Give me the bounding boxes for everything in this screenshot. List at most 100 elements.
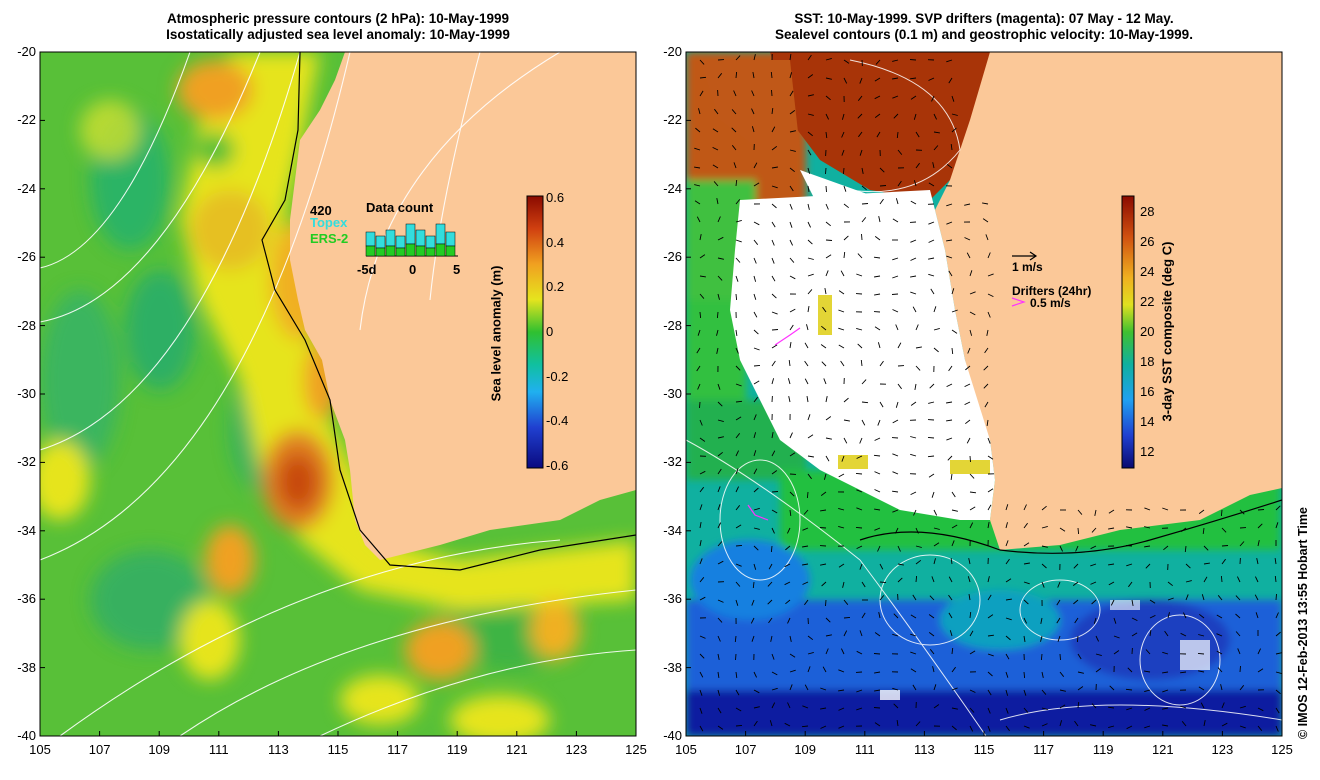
velocity-arrow (717, 671, 720, 678)
velocity-arrow (753, 706, 760, 709)
velocity-arrow (838, 525, 845, 529)
velocity-arrow (951, 647, 954, 655)
left-x-tick-label: 117 (387, 742, 408, 757)
left-map-title: Atmospheric pressure contours (2 hPa): 1… (40, 11, 636, 43)
velocity-arrow (951, 524, 958, 529)
velocity-arrow (717, 486, 721, 493)
velocity-arrow (823, 473, 827, 480)
velocity-arrow (1180, 527, 1187, 532)
velocity-arrow (753, 257, 757, 264)
velocity-arrow (915, 545, 922, 548)
velocity-arrow (856, 273, 863, 277)
velocity-arrow (1077, 686, 1084, 691)
velocity-arrow (753, 487, 759, 493)
velocity-arrow (929, 649, 935, 655)
velocity-arrow (927, 455, 935, 458)
velocity-arrow (696, 347, 701, 354)
velocity-arrow (771, 491, 779, 493)
histogram-topex-bar (365, 231, 376, 247)
velocity-arrow (1221, 527, 1227, 533)
right-x-tick-label: 113 (914, 742, 935, 757)
velocity-arrow (987, 671, 993, 677)
velocity-arrow (877, 545, 881, 552)
velocity-arrow (820, 509, 827, 512)
velocity-arrow (933, 558, 936, 565)
velocity-arrow (819, 527, 827, 529)
velocity-arrow (987, 437, 991, 444)
velocity-arrow (699, 522, 702, 529)
velocity-arrow (694, 184, 701, 187)
velocity-arrow (1005, 671, 1009, 678)
velocity-arrow (948, 612, 953, 619)
velocity-arrow (770, 71, 773, 79)
velocity-arrow (1095, 653, 1102, 657)
velocity-arrow (1023, 617, 1028, 624)
velocity-arrow (910, 614, 917, 619)
velocity-arrow (951, 666, 956, 673)
velocity-arrow (879, 595, 885, 601)
velocity-arrow (969, 329, 973, 336)
velocity-arrow (873, 653, 881, 655)
velocity-arrow (735, 486, 740, 493)
velocity-arrow (825, 167, 827, 175)
velocity-arrow (874, 275, 881, 278)
velocity-arrow (892, 633, 899, 637)
right-y-tick-label: -32 (663, 454, 682, 470)
velocity-arrow (859, 630, 863, 637)
velocity-arrow (1005, 725, 1010, 732)
velocity-arrow (694, 200, 701, 205)
velocity-arrow (807, 149, 812, 156)
velocity-arrow (714, 108, 719, 115)
velocity-arrow (838, 344, 845, 349)
velocity-arrow (735, 179, 738, 187)
velocity-arrow (1198, 686, 1205, 691)
velocity-arrow (933, 542, 940, 547)
velocity-arrow (879, 198, 884, 205)
velocity-arrow (699, 504, 703, 511)
velocity-arrow (771, 203, 777, 209)
velocity-arrow (1235, 613, 1241, 619)
velocity-arrow (969, 311, 976, 316)
velocity-arrow (717, 468, 722, 475)
velocity-arrow (1108, 563, 1115, 566)
velocity-arrow (841, 131, 845, 138)
velocity-arrow (735, 257, 741, 263)
velocity-arrow (969, 689, 976, 693)
velocity-arrow (1203, 576, 1208, 583)
velocity-arrow (1200, 702, 1205, 709)
right-y-tick-label: -38 (663, 659, 682, 675)
velocity-arrow (892, 218, 899, 223)
velocity-arrow (751, 635, 755, 642)
histogram-topex-bar (415, 229, 426, 247)
velocity-arrow (771, 470, 778, 475)
velocity-arrow (699, 437, 706, 442)
velocity-arrow (1072, 581, 1079, 586)
velocity-arrow (950, 558, 953, 565)
velocity-arrow (912, 594, 917, 601)
sea-level-colorbar-tick: 0.2 (546, 279, 565, 295)
velocity-arrow (965, 365, 971, 371)
velocity-arrow (771, 360, 776, 367)
velocity-arrow (1126, 725, 1133, 730)
velocity-arrow (771, 221, 776, 228)
velocity-arrow (803, 509, 809, 515)
velocity-arrow (789, 239, 794, 246)
velocity-arrow (1023, 504, 1027, 511)
velocity-arrow (771, 653, 775, 660)
velocity-arrow (1197, 652, 1205, 655)
velocity-arrow (785, 545, 791, 551)
right-x-tick-label: 115 (973, 742, 995, 757)
velocity-arrow (771, 239, 775, 246)
velocity-arrow (1198, 634, 1205, 637)
velocity-arrow (892, 309, 899, 313)
velocity-arrow (951, 509, 958, 512)
velocity-arrow (753, 507, 760, 511)
velocity-arrow (927, 436, 935, 439)
velocity-arrow (1040, 617, 1043, 624)
velocity-arrow (950, 144, 953, 151)
velocity-arrow (1059, 671, 1065, 677)
velocity-arrow (789, 432, 793, 439)
velocity-arrow (807, 306, 810, 313)
velocity-arrow (1090, 563, 1097, 567)
histogram-ers-bar (435, 243, 446, 257)
